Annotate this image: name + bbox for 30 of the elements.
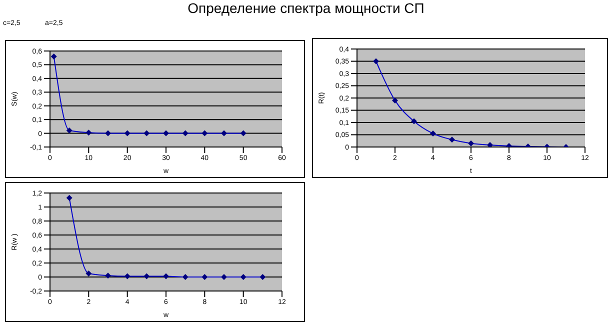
point — [124, 273, 130, 280]
point — [392, 97, 398, 104]
point — [240, 274, 246, 280]
point — [124, 130, 130, 136]
point — [260, 274, 266, 280]
point — [163, 273, 169, 280]
point — [105, 130, 111, 136]
point — [240, 130, 246, 136]
point — [411, 118, 417, 124]
point — [86, 130, 92, 136]
point — [66, 128, 72, 134]
point — [449, 136, 455, 143]
point — [50, 53, 57, 60]
point — [66, 194, 72, 201]
chart-title: Определение спектра мощности СП — [186, 0, 426, 16]
point — [468, 140, 474, 146]
point — [144, 273, 150, 280]
point — [105, 272, 111, 279]
point — [144, 130, 150, 136]
point — [182, 274, 188, 280]
point — [86, 270, 92, 276]
point — [163, 130, 169, 136]
point — [221, 130, 227, 136]
point — [487, 142, 493, 147]
point — [221, 274, 227, 280]
point — [202, 130, 208, 136]
point — [202, 274, 208, 280]
point — [182, 130, 188, 136]
point — [430, 130, 436, 137]
point — [373, 58, 379, 64]
